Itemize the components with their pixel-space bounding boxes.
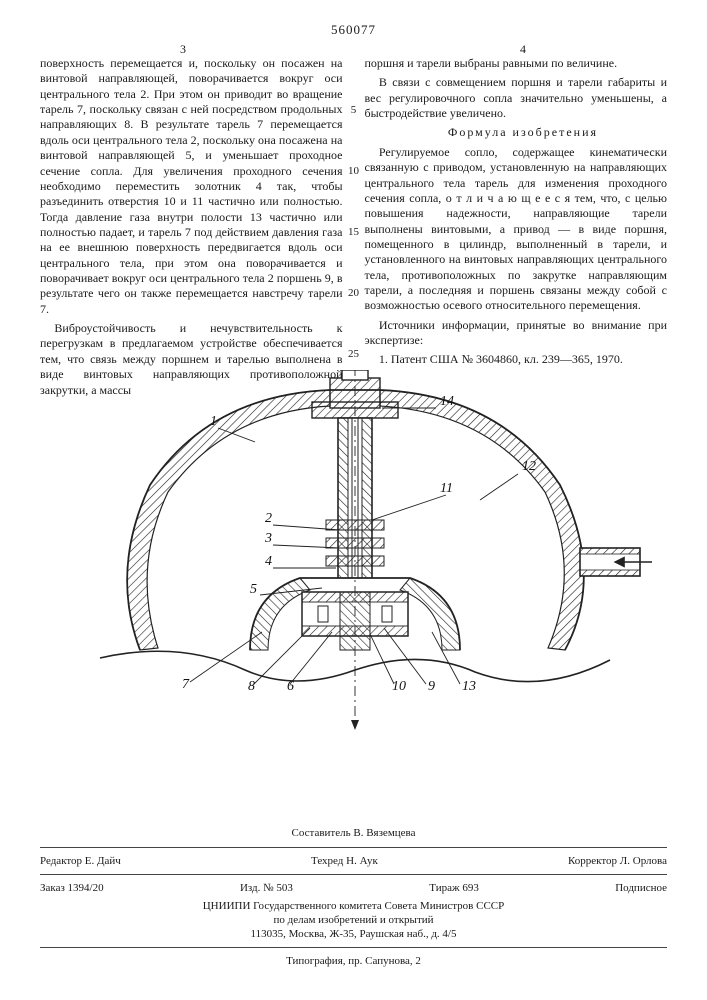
fig-label-5: 5: [250, 582, 257, 597]
patent-number: 560077: [0, 22, 707, 39]
org-line-1: ЦНИИПИ Государственного комитета Совета …: [40, 899, 667, 913]
order: Заказ 1394/20: [40, 881, 104, 895]
fig-label-8: 8: [248, 679, 255, 694]
fig-label-14: 14: [440, 394, 454, 409]
tirazh: Тираж 693: [429, 881, 479, 895]
fig-label-4: 4: [265, 554, 272, 569]
fig-label-1: 1: [210, 414, 217, 429]
line-num: 20: [345, 239, 363, 300]
fig-label-13: 13: [462, 679, 476, 694]
fig-label-11: 11: [440, 481, 453, 496]
line-num: 25: [345, 300, 363, 361]
patent-figure: 1 2 3 4 5 6 7 8 9 10 11 12 13 14: [40, 370, 667, 730]
podpisnoe: Подписное: [615, 881, 667, 895]
gutter-line-numbers: 5 10 15 20 25: [345, 56, 363, 361]
right-intro-1: поршня и тарели выбраны равными по велич…: [365, 56, 668, 71]
fig-label-6: 6: [287, 679, 294, 694]
fig-label-12: 12: [522, 459, 536, 474]
claim-text: Регулируемое сопло, содержащее кинематич…: [365, 145, 668, 314]
fig-label-2: 2: [265, 511, 272, 526]
org-addr: 113035, Москва, Ж-35, Раушская наб., д. …: [40, 927, 667, 941]
sources-title: Источники информации, принятые во вниман…: [365, 318, 668, 349]
corrector: Корректор Л. Орлова: [568, 854, 667, 868]
fig-label-3: 3: [264, 531, 272, 546]
left-column: поверхность перемещается и, поскольку он…: [40, 56, 343, 402]
typography: Типография, пр. Сапунова, 2: [40, 954, 667, 968]
org-line-2: по делам изобретений и открытий: [40, 913, 667, 927]
right-intro-2: В связи с совмещением поршня и тарели га…: [365, 75, 668, 121]
fig-label-9: 9: [428, 679, 435, 694]
right-column: поршня и тарели выбраны равными по велич…: [365, 56, 668, 402]
line-num: 15: [345, 178, 363, 239]
editor: Редактор Е. Дайч: [40, 854, 121, 868]
imprint-footer: Составитель В. Вяземцева Редактор Е. Дай…: [40, 826, 667, 968]
fig-label-10: 10: [392, 679, 406, 694]
line-num: 10: [345, 117, 363, 178]
izd: Изд. № 503: [240, 881, 293, 895]
compiler: Составитель В. Вяземцева: [40, 826, 667, 840]
sources-text: 1. Патент США № 3604860, кл. 239—365, 19…: [365, 352, 668, 367]
line-num: 5: [345, 56, 363, 117]
left-para-1: поверхность перемещается и, поскольку он…: [40, 56, 343, 317]
fig-label-7: 7: [182, 677, 190, 692]
formula-title: Формула изобретения: [365, 125, 668, 140]
techred: Техред Н. Аук: [311, 854, 378, 868]
patent-page: 560077 3 4 поверхность перемещается и, п…: [0, 0, 707, 1000]
